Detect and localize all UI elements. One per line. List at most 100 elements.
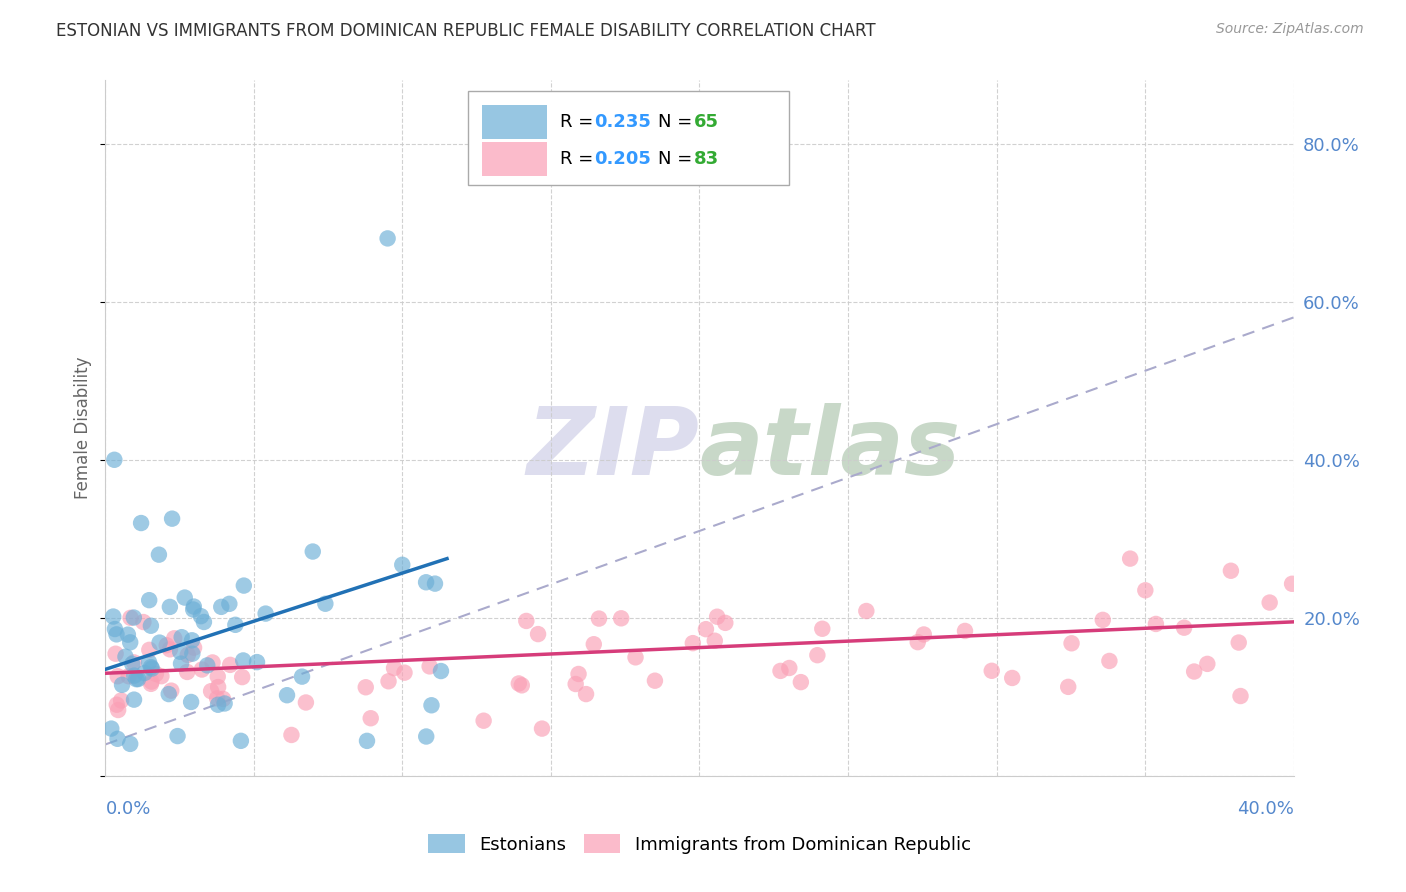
Point <box>107 731 129 746</box>
Point <box>122 656 145 670</box>
Point <box>1219 564 1241 578</box>
Point <box>100 722 122 736</box>
Point <box>122 610 145 624</box>
Point <box>564 677 586 691</box>
Point <box>139 677 162 691</box>
Point <box>778 661 800 675</box>
Point <box>138 643 160 657</box>
Point <box>205 691 228 706</box>
Point <box>280 728 302 742</box>
Point <box>291 670 314 684</box>
Point <box>138 656 160 670</box>
Point <box>391 558 413 572</box>
Point <box>703 633 725 648</box>
Point <box>229 734 252 748</box>
Point <box>139 619 162 633</box>
Point <box>219 657 242 672</box>
Point <box>706 609 728 624</box>
Point <box>104 647 127 661</box>
Point <box>472 714 495 728</box>
Point <box>163 632 186 646</box>
Point <box>575 687 598 701</box>
Point <box>415 575 437 590</box>
Point <box>159 642 181 657</box>
Point <box>170 657 193 671</box>
Point <box>953 624 976 638</box>
Point <box>218 597 240 611</box>
Point <box>177 648 200 662</box>
Point <box>415 730 437 744</box>
Text: ZIP: ZIP <box>527 403 700 495</box>
Point <box>105 627 128 641</box>
Text: R =: R = <box>561 113 599 131</box>
Point <box>145 667 167 681</box>
Point <box>107 703 129 717</box>
Legend: Estonians, Immigrants from Dominican Republic: Estonians, Immigrants from Dominican Rep… <box>422 827 977 861</box>
Text: 40.0%: 40.0% <box>1237 800 1294 818</box>
Point <box>138 593 160 607</box>
Point <box>1197 657 1219 671</box>
Point <box>181 647 204 661</box>
Point <box>1258 596 1281 610</box>
Point <box>246 655 269 669</box>
Point <box>160 511 183 525</box>
Point <box>254 607 277 621</box>
Point <box>582 637 605 651</box>
Point <box>141 661 163 675</box>
Text: R =: R = <box>561 150 599 168</box>
Point <box>224 617 246 632</box>
Point <box>117 627 139 641</box>
Point <box>912 627 935 641</box>
Point <box>419 659 441 673</box>
Point <box>314 597 336 611</box>
Point <box>354 680 377 694</box>
Text: 83: 83 <box>693 150 718 168</box>
Point <box>811 622 834 636</box>
Point <box>714 615 737 630</box>
Point <box>212 692 235 706</box>
Point <box>430 664 453 678</box>
Point <box>1057 680 1080 694</box>
Point <box>510 678 533 692</box>
Point <box>183 640 205 655</box>
Point <box>148 635 170 649</box>
Point <box>207 669 229 683</box>
Point <box>180 695 202 709</box>
Point <box>394 665 416 680</box>
Point <box>769 664 792 678</box>
Point <box>103 609 125 624</box>
Point <box>110 693 132 707</box>
Point <box>567 667 589 681</box>
Point <box>232 653 254 667</box>
Point <box>193 615 215 629</box>
Point <box>121 657 143 671</box>
Point <box>377 231 399 245</box>
Point <box>200 684 222 698</box>
Point <box>624 650 647 665</box>
Point <box>423 576 446 591</box>
Point <box>515 614 537 628</box>
Point <box>508 676 530 690</box>
Text: N =: N = <box>658 113 697 131</box>
Point <box>1173 621 1195 635</box>
Point <box>125 672 148 686</box>
Point <box>209 599 232 614</box>
Point <box>301 544 323 558</box>
Point <box>806 648 828 662</box>
Point <box>201 656 224 670</box>
Point <box>134 665 156 680</box>
Point <box>1227 635 1250 649</box>
Point <box>588 611 610 625</box>
Point <box>682 636 704 650</box>
Point <box>231 670 253 684</box>
Point <box>156 638 179 652</box>
Point <box>295 696 318 710</box>
Point <box>105 698 128 712</box>
Point <box>111 678 134 692</box>
Point <box>190 609 212 624</box>
Text: atlas: atlas <box>700 403 960 495</box>
Point <box>232 578 254 592</box>
Point <box>127 672 149 686</box>
Point <box>1060 636 1083 650</box>
Point <box>191 663 214 677</box>
